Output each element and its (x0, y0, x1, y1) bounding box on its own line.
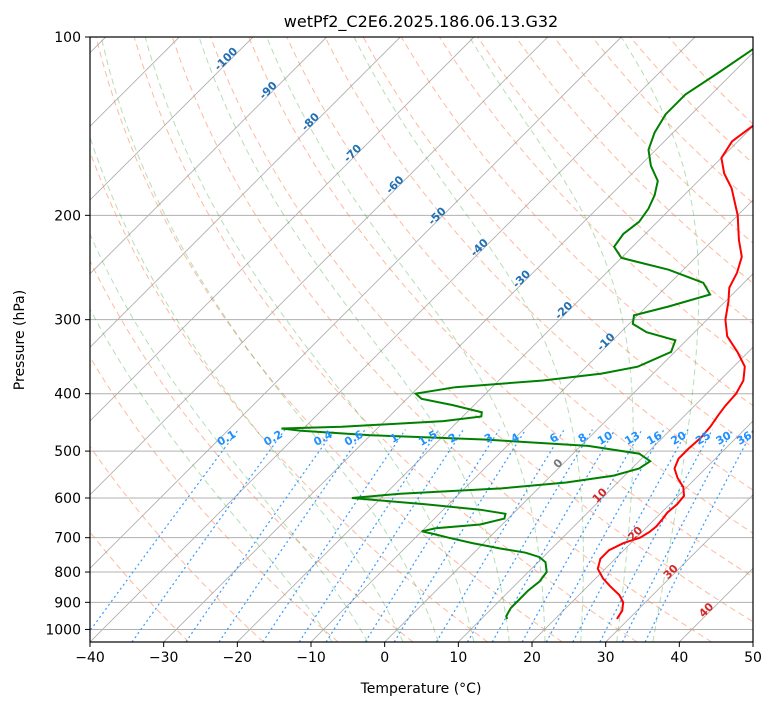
y-tick-label: 600 (54, 491, 81, 507)
x-tick-label: −10 (296, 650, 326, 666)
chart-title: wetPf2_C2E6.2025.186.06.13.G32 (284, 12, 558, 32)
y-tick-label: 400 (54, 387, 81, 403)
y-tick-label: 800 (54, 565, 81, 581)
y-tick-label: 1000 (45, 622, 81, 638)
y-tick-label: 100 (54, 30, 81, 46)
y-tick-label: 200 (54, 208, 81, 224)
y-tick-label: 500 (54, 444, 81, 460)
y-axis-label: Pressure (hPa) (12, 290, 28, 390)
x-tick-label: 40 (670, 650, 688, 666)
x-tick-label: 0 (380, 650, 389, 666)
x-tick-label: 50 (744, 650, 762, 666)
x-tick-label: 10 (449, 650, 467, 666)
x-tick-label: −40 (75, 650, 105, 666)
y-tick-label: 300 (54, 313, 81, 329)
x-tick-label: −20 (223, 650, 253, 666)
x-tick-label: 30 (597, 650, 615, 666)
x-axis-label: Temperature (°C) (360, 681, 482, 697)
x-tick-label: 20 (523, 650, 541, 666)
y-tick-label: 700 (54, 531, 81, 547)
y-tick-label: 900 (54, 595, 81, 611)
x-tick-label: −30 (149, 650, 179, 666)
